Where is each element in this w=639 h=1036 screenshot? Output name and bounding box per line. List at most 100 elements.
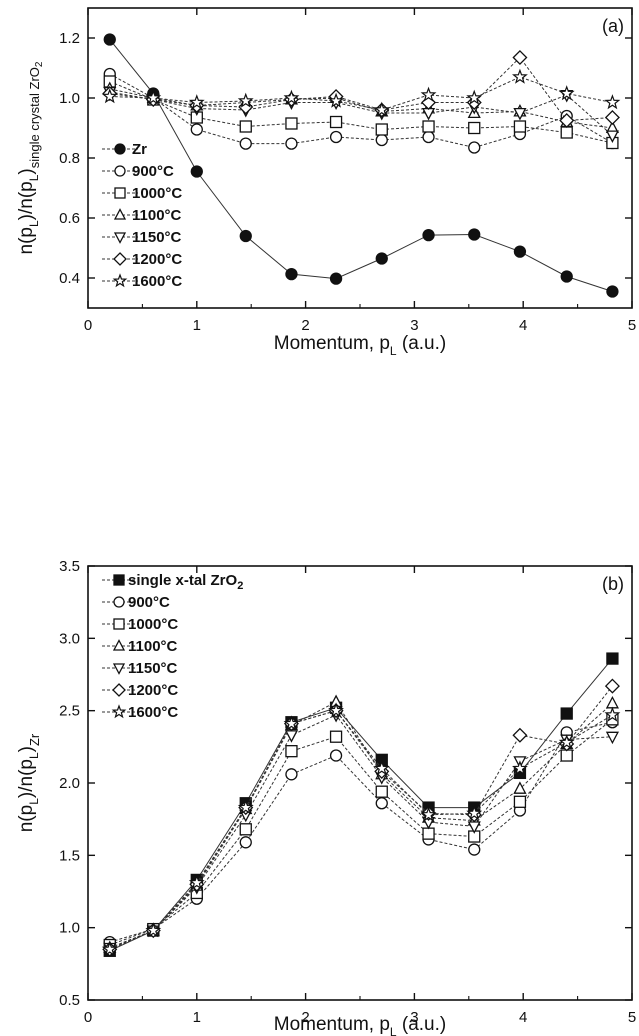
x-tick-label: 2 bbox=[301, 317, 309, 334]
data-point bbox=[285, 267, 298, 281]
data-point bbox=[560, 270, 573, 283]
data-point bbox=[239, 120, 252, 133]
legend-label: single x-tal ZrO2 bbox=[128, 572, 243, 592]
series-1000-c bbox=[103, 713, 619, 952]
data-point bbox=[468, 228, 481, 241]
y-tick-label: 0.5 bbox=[59, 992, 80, 1009]
data-point bbox=[558, 85, 575, 101]
data-point bbox=[466, 89, 483, 105]
data-point bbox=[605, 731, 619, 745]
legend-marker bbox=[113, 618, 125, 630]
data-point bbox=[101, 941, 118, 957]
data-point bbox=[606, 285, 619, 298]
x-tick-label: 0 bbox=[84, 317, 92, 334]
series-line bbox=[109, 718, 613, 946]
legend-label: 1200°C bbox=[128, 682, 178, 699]
series-line bbox=[109, 91, 613, 136]
data-point bbox=[375, 123, 388, 136]
data-point bbox=[145, 89, 162, 105]
data-point bbox=[512, 760, 528, 776]
plot-area bbox=[101, 652, 621, 957]
legend-marker bbox=[114, 143, 126, 155]
series-1100-c bbox=[103, 694, 619, 953]
data-point bbox=[513, 120, 527, 133]
data-point bbox=[604, 678, 620, 694]
data-point bbox=[283, 715, 300, 731]
series-line bbox=[109, 721, 613, 943]
x-axis-title: Momentum, pL (a.u.) bbox=[274, 1014, 446, 1036]
y-tick-label: 0.8 bbox=[59, 150, 80, 167]
data-point bbox=[512, 49, 528, 66]
data-point bbox=[513, 781, 527, 794]
series-1100-c bbox=[103, 81, 619, 134]
series-line bbox=[109, 81, 613, 144]
x-tick-label: 5 bbox=[628, 317, 636, 334]
data-point bbox=[513, 107, 527, 121]
data-point bbox=[328, 702, 344, 718]
y-tick-label: 3.5 bbox=[59, 558, 80, 575]
chart-panel-b: 0 1 2 3 4 5 0.5 1.0 1.5 2.0 2.5 3.0 3.5 (b) Momentum, … bbox=[16, 558, 636, 1036]
legend-item: Zr bbox=[102, 141, 147, 158]
data-point bbox=[605, 130, 619, 143]
data-point bbox=[329, 730, 343, 743]
legend-item: 1150°C bbox=[102, 229, 182, 246]
data-point bbox=[375, 133, 388, 147]
y-tick-label: 1.5 bbox=[59, 847, 80, 864]
series-1600-c bbox=[101, 68, 621, 117]
legend: Zr 900°C 1000°C 1100°C 1150°C 1200°C 1600°C bbox=[102, 141, 182, 290]
legend-item: 900°C bbox=[102, 594, 170, 611]
data-point bbox=[329, 115, 343, 129]
data-point bbox=[285, 745, 298, 758]
data-point bbox=[558, 734, 575, 750]
legend-label: 1000°C bbox=[132, 185, 182, 202]
series-1200-c bbox=[102, 678, 620, 957]
panel-label: (b) bbox=[602, 574, 624, 594]
legend-item: 1100°C bbox=[102, 207, 182, 224]
data-point bbox=[604, 94, 621, 110]
data-point bbox=[604, 706, 621, 722]
legend-marker bbox=[112, 273, 128, 288]
data-point bbox=[512, 727, 528, 743]
y-tick-label: 0.6 bbox=[59, 210, 80, 227]
data-point bbox=[283, 89, 300, 105]
legend-label: 1150°C bbox=[128, 660, 178, 677]
x-tick-label: 1 bbox=[193, 1009, 201, 1026]
legend-label: 1150°C bbox=[132, 229, 182, 246]
y-tick-label: 1.0 bbox=[59, 920, 80, 937]
plot-area bbox=[101, 33, 621, 298]
data-point bbox=[103, 33, 116, 46]
panel-label: (a) bbox=[602, 16, 624, 36]
legend-marker bbox=[113, 574, 125, 586]
data-point bbox=[373, 760, 390, 776]
x-tick-label: 5 bbox=[628, 1009, 636, 1026]
series-line bbox=[109, 88, 613, 129]
data-point bbox=[422, 827, 435, 840]
data-point bbox=[329, 272, 343, 285]
data-point bbox=[145, 922, 162, 938]
series-1600-c bbox=[101, 702, 621, 957]
legend-marker bbox=[114, 187, 126, 199]
data-point bbox=[190, 165, 203, 178]
series-line bbox=[109, 714, 613, 949]
data-point bbox=[375, 797, 388, 810]
series-1000-c bbox=[103, 75, 619, 150]
legend-label: 1600°C bbox=[132, 273, 182, 290]
data-point bbox=[560, 749, 573, 762]
y-axis-title: n(pL)/n(pL)Zr bbox=[16, 733, 42, 832]
data-point bbox=[285, 117, 298, 130]
data-point bbox=[237, 799, 254, 815]
legend-item: 900°C bbox=[102, 163, 174, 180]
data-point bbox=[420, 806, 437, 822]
legend-item: 1200°C bbox=[102, 682, 178, 699]
legend-item: 1000°C bbox=[102, 616, 178, 633]
data-point bbox=[190, 123, 203, 136]
legend-item: 1100°C bbox=[102, 638, 178, 655]
chart-panel-a: 0 1 2 3 4 5 0.4 0.6 0.8 1.0 1.2 (a) Momentum, pL (a.… bbox=[16, 7, 636, 358]
legend-label: 1200°C bbox=[132, 251, 182, 268]
legend-item: 1000°C bbox=[102, 185, 182, 202]
series-line bbox=[109, 56, 613, 122]
legend-item: 1600°C bbox=[102, 273, 182, 290]
data-point bbox=[605, 695, 619, 709]
series-1150-c bbox=[103, 86, 619, 143]
data-point bbox=[239, 836, 252, 849]
